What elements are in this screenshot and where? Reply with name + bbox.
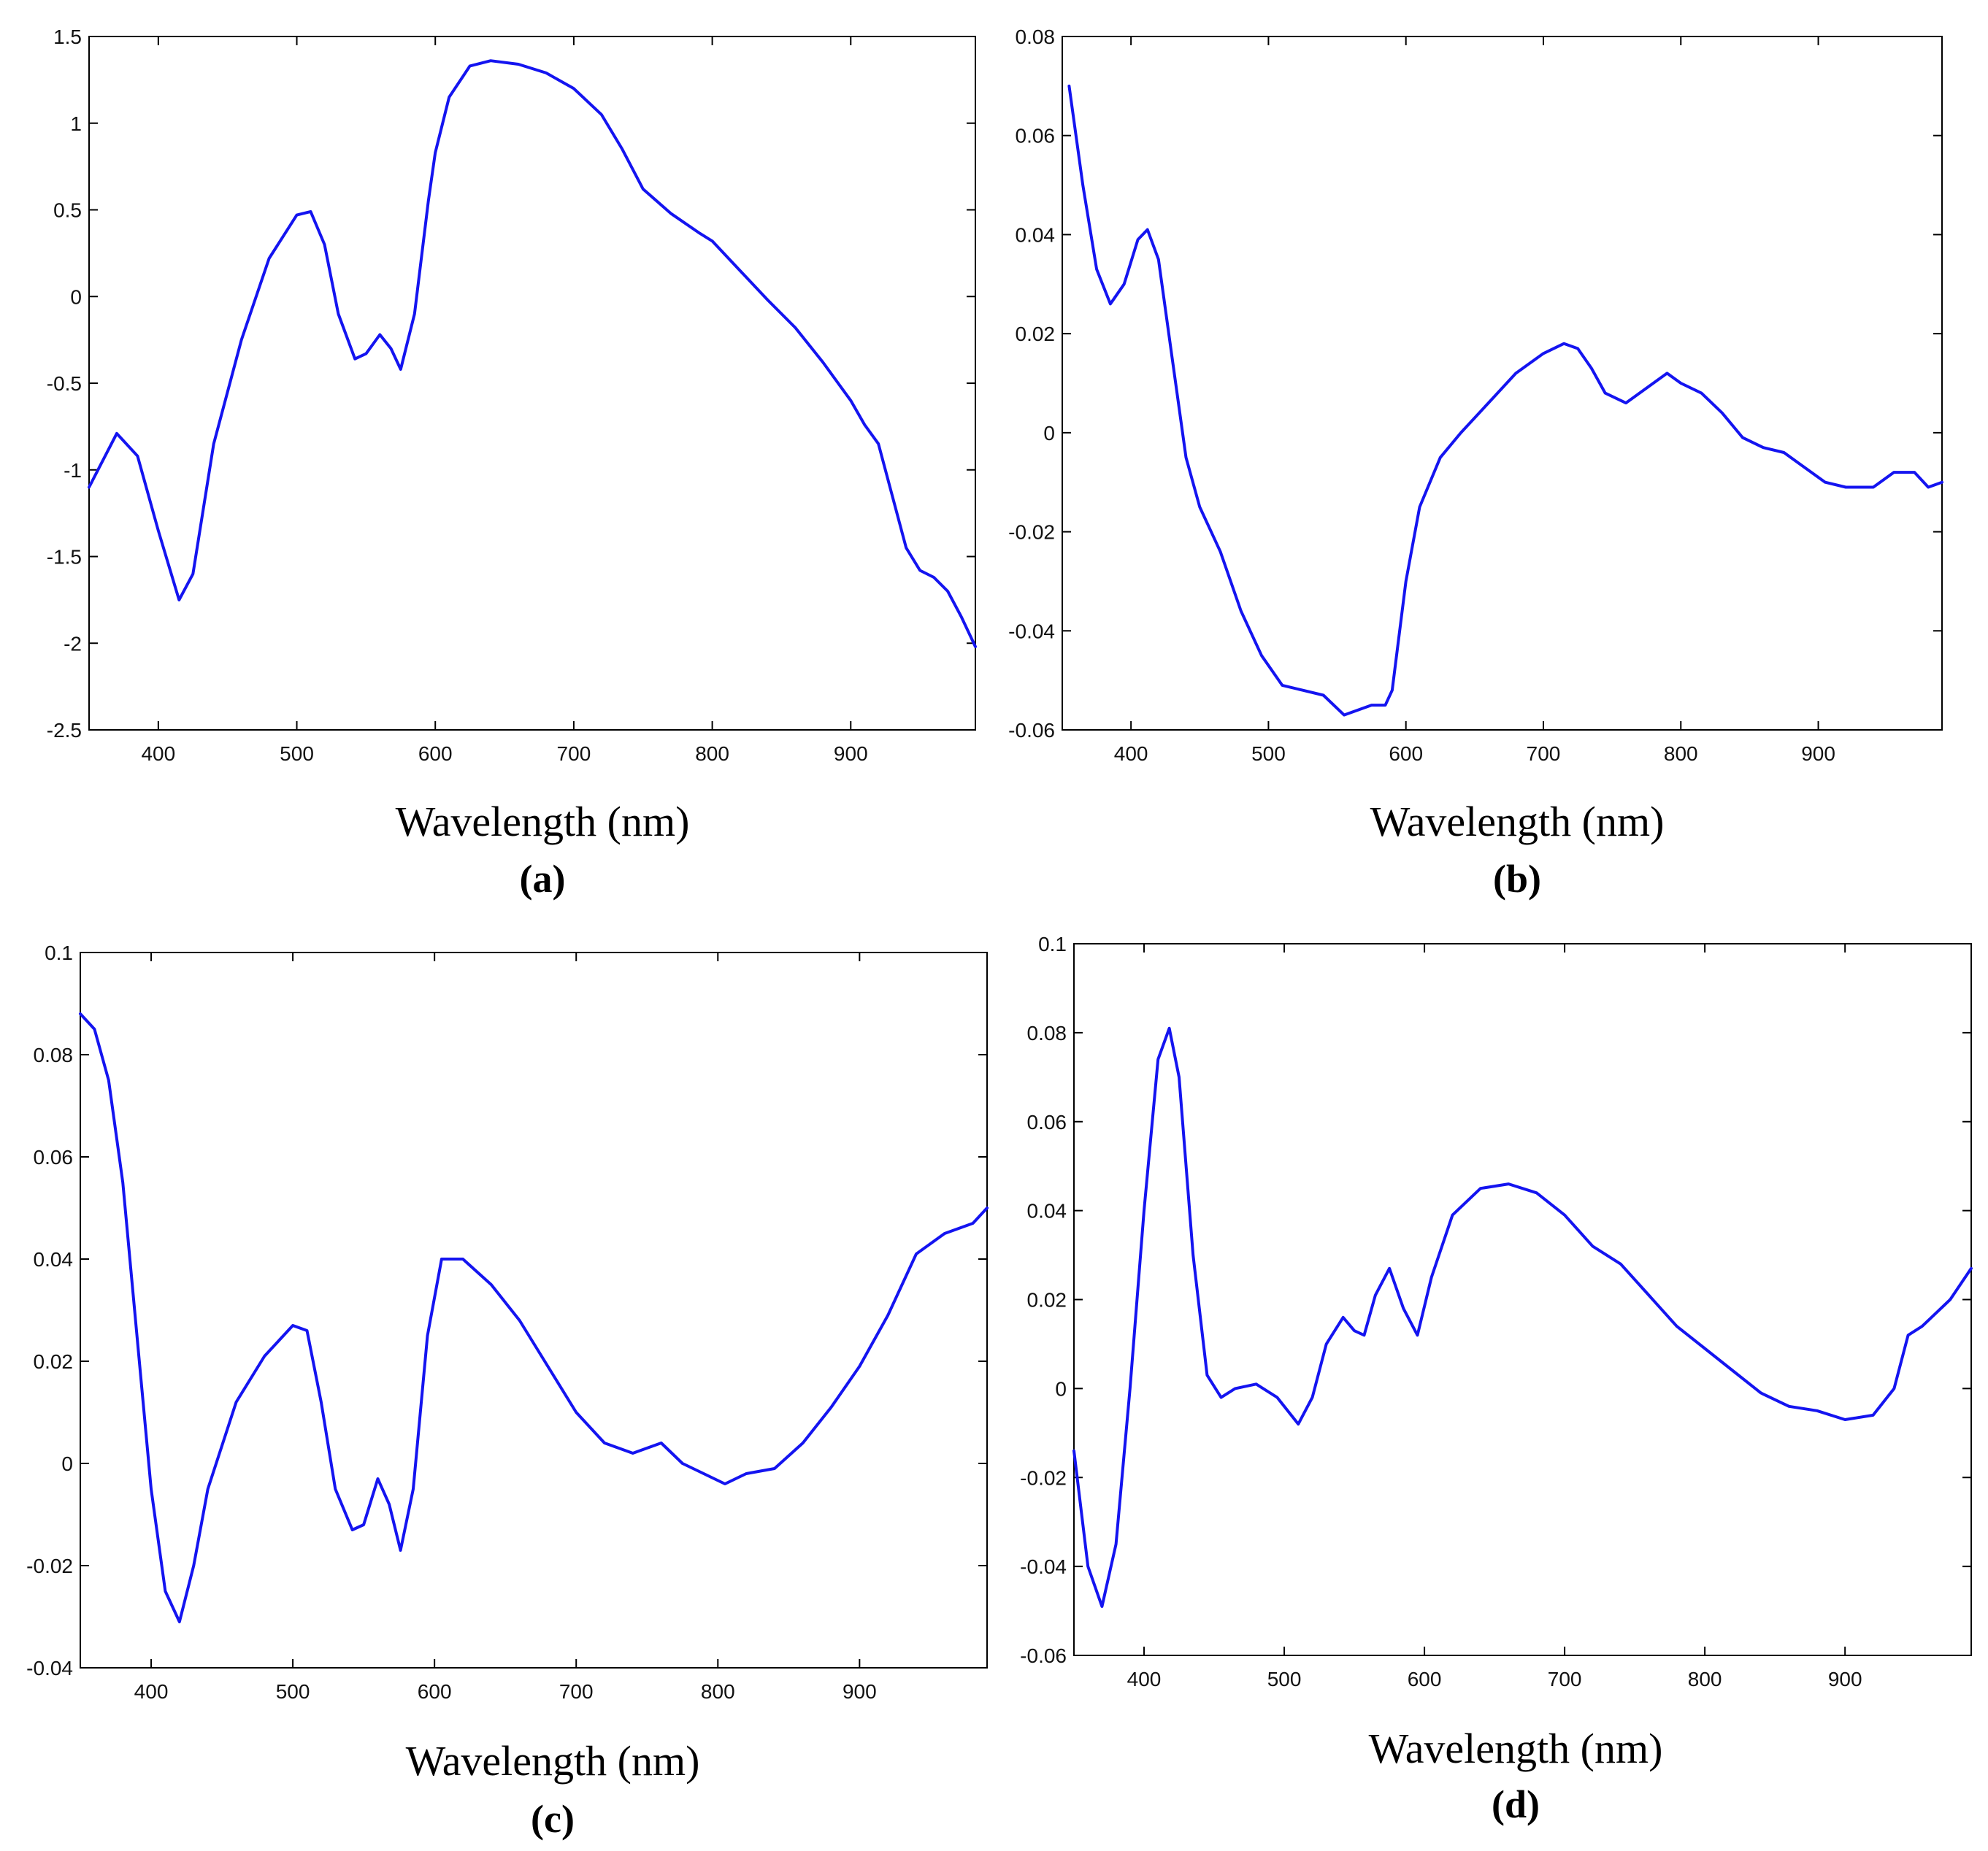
panel-c-xtick-label: 600 — [418, 1680, 452, 1703]
panel-d-ytick-label: -0.02 — [1020, 1466, 1067, 1489]
panel-c-xtick-label: 800 — [701, 1680, 735, 1703]
panel-a: Wavelength (nm) (a) 400 500 600 700 800 900 -2… — [47, 26, 977, 901]
panel-b-ytick-label: 0.04 — [1016, 223, 1056, 246]
panel-a-ytick-label: 0.5 — [53, 199, 82, 222]
panel-b-xaxis-title: Wavelength (nm) — [1370, 798, 1665, 845]
panel-d-plot-frame — [1073, 943, 1972, 1656]
panel-c-ytick-label: 0 — [61, 1452, 73, 1475]
panel-b-ytick-label: -0.04 — [1008, 620, 1055, 642]
panel-a-xtick-label: 600 — [418, 742, 453, 765]
panel-d-ytick-label: 0 — [1055, 1377, 1067, 1400]
panel-d: Wavelength (nm) (d) 400 500 600 700 800 900 -0… — [1020, 933, 1973, 1826]
panel-b-series-line — [1067, 84, 1943, 717]
panel-b-xtick-label: 400 — [1114, 742, 1148, 765]
panel-b-xtick-label: 900 — [1801, 742, 1835, 765]
panel-a-series-line — [88, 59, 977, 648]
panel-a-ytick-label: 1 — [70, 112, 82, 135]
panel-b-xtick-label: 500 — [1251, 742, 1286, 765]
panel-a-ytick-label: -0.5 — [47, 372, 82, 395]
panel-d-xtick-label: 700 — [1548, 1668, 1582, 1690]
panel-c-ytick-label: -0.04 — [26, 1657, 73, 1679]
panel-d-label: (d) — [1492, 1782, 1540, 1826]
panel-c-xtick-label: 900 — [843, 1680, 877, 1703]
panel-c-ytick-label: 0.1 — [45, 942, 73, 964]
panel-c-label: (c) — [531, 1797, 575, 1841]
panel-a-ytick-label: 0 — [70, 285, 82, 308]
panel-c-ytick-label: -0.02 — [26, 1555, 73, 1577]
panel-b-ytick-label: 0 — [1043, 422, 1055, 445]
panel-c-ytick-label: 0.08 — [34, 1044, 74, 1066]
panel-b-ytick-label: -0.02 — [1008, 521, 1055, 544]
panel-b-ytick-label: 0.06 — [1016, 125, 1056, 147]
panel-c-ytick-label: 0.06 — [34, 1146, 74, 1169]
panel-d-xtick-label: 800 — [1688, 1668, 1722, 1690]
panel-b-xtick-label: 800 — [1664, 742, 1698, 765]
panel-a-label: (a) — [520, 857, 566, 901]
panel-d-ytick-label: 0.02 — [1027, 1289, 1067, 1312]
panel-c-xtick-label: 500 — [276, 1680, 310, 1703]
panel-a-xtick-label: 500 — [280, 742, 314, 765]
panel-b-ytick-label: -0.06 — [1008, 719, 1055, 742]
panel-c-plot-frame — [80, 952, 988, 1669]
panel-b-xtick-label: 700 — [1527, 742, 1561, 765]
panel-d-xtick-label: 500 — [1267, 1668, 1302, 1690]
panel-c-xaxis-title: Wavelength (nm) — [406, 1737, 700, 1785]
panel-a-xtick-label: 900 — [834, 742, 868, 765]
panel-d-xtick-label: 900 — [1828, 1668, 1862, 1690]
panel-b: Wavelength (nm) (b) 400 500 600 700 800 900 -0… — [1008, 26, 1943, 901]
panel-c-series-line — [79, 1012, 989, 1623]
panel-a-xaxis-title: Wavelength (nm) — [396, 798, 690, 845]
panel-b-plot-frame — [1062, 36, 1943, 731]
panel-c-xtick-label: 400 — [134, 1680, 169, 1703]
panel-b-ytick-label: 0.02 — [1016, 323, 1056, 345]
panel-d-xtick-label: 400 — [1127, 1668, 1162, 1690]
panel-d-ytick-label: 0.08 — [1027, 1022, 1067, 1044]
panel-d-xaxis-title: Wavelength (nm) — [1369, 1725, 1663, 1772]
panel-d-ytick-label: -0.04 — [1020, 1555, 1067, 1578]
panel-a-xtick-label: 400 — [141, 742, 175, 765]
panel-c: Wavelength (nm) (c) 400 500 600 700 800 900 -0… — [26, 942, 989, 1841]
panel-a-ytick-label: -2 — [64, 632, 82, 655]
panel-c-ytick-label: 0.04 — [34, 1248, 74, 1271]
panel-b-ytick-label: 0.08 — [1016, 26, 1056, 48]
panel-a-ytick-label: -2.5 — [47, 719, 82, 742]
panel-a-xtick-label: 800 — [695, 742, 729, 765]
panel-d-ytick-label: -0.06 — [1020, 1644, 1067, 1667]
panel-b-label: (b) — [1493, 857, 1541, 901]
panel-a-ytick-label: -1 — [64, 459, 82, 482]
panel-c-ytick-label: 0.02 — [34, 1350, 74, 1373]
panel-c-xtick-label: 700 — [559, 1680, 594, 1703]
panel-a-xtick-label: 700 — [557, 742, 591, 765]
panel-a-plot-frame — [88, 36, 976, 731]
panel-d-ytick-label: 0.04 — [1027, 1200, 1067, 1223]
panel-d-series-line — [1072, 1026, 1973, 1608]
panel-b-xtick-label: 600 — [1389, 742, 1423, 765]
panel-d-ytick-label: 0.1 — [1038, 933, 1067, 955]
panel-d-xtick-label: 600 — [1408, 1668, 1442, 1690]
panel-a-ytick-label: 1.5 — [53, 26, 82, 48]
panel-a-ytick-label: -1.5 — [47, 546, 82, 569]
panel-d-ytick-label: 0.06 — [1027, 1111, 1067, 1134]
